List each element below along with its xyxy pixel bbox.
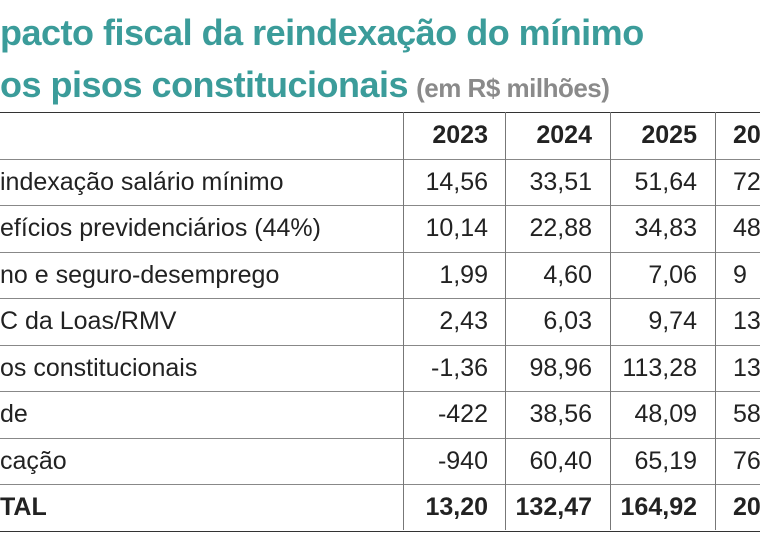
cell-value: 14,56 — [425, 167, 488, 196]
cell-value: 58 — [733, 400, 760, 428]
column-line — [610, 112, 611, 530]
cell-value: 4,60 — [543, 260, 592, 289]
cell-value: 132,47 — [515, 493, 592, 521]
row-label: efícios previdenciários (44%) — [0, 214, 321, 242]
row-line — [0, 205, 760, 206]
cell-value: 98,96 — [529, 353, 592, 382]
cell-value: 22,88 — [529, 214, 592, 242]
cell-value: 51,64 — [634, 167, 697, 196]
cell-value: 60,40 — [529, 446, 592, 475]
column-header: 2024 — [536, 121, 592, 149]
cell-value: -1,36 — [431, 353, 488, 382]
row-line — [0, 530, 760, 532]
cell-value: 76 — [733, 446, 760, 475]
column-line — [505, 112, 506, 530]
cell-value: 34,83 — [634, 214, 697, 242]
row-line — [0, 298, 760, 299]
row-label: indexação salário mínimo — [0, 167, 284, 196]
row-line — [0, 437, 760, 439]
row-label: cação — [0, 446, 67, 475]
cell-value: 38,56 — [529, 400, 592, 428]
row-label: C da Loas/RMV — [0, 307, 177, 335]
cell-value: 13 — [733, 307, 760, 335]
column-line — [715, 112, 716, 530]
cell-value: 13,20 — [425, 493, 488, 521]
cell-value: 9 — [733, 260, 747, 289]
row-line — [0, 158, 760, 160]
cell-value: 113,28 — [622, 353, 697, 382]
column-header: 20 — [733, 121, 760, 149]
title: os pisos constitucionais — [0, 64, 409, 105]
row-label: de — [0, 400, 28, 428]
cell-value: 1,99 — [439, 260, 488, 289]
row-label: os constitucionais — [0, 353, 198, 382]
row-line — [0, 484, 760, 485]
column-line — [403, 112, 404, 530]
cell-value: 13 — [733, 353, 760, 382]
column-header: 2025 — [641, 121, 697, 149]
cell-value: 2,43 — [439, 307, 488, 335]
column-header: 2023 — [432, 121, 488, 149]
cell-value: 48 — [733, 214, 760, 242]
row-label: TAL — [0, 493, 47, 521]
cell-value: 65,19 — [634, 446, 697, 475]
title: os pisos constitucionais (em R$ milhões) — [0, 64, 610, 106]
unit: (em R$ milhões) — [416, 73, 610, 103]
cell-value: -940 — [437, 446, 488, 475]
row-label: no e seguro-desemprego — [0, 260, 280, 289]
cell-value: 7,06 — [648, 260, 697, 289]
cell-value: 9,74 — [648, 307, 697, 335]
row-line — [0, 251, 760, 253]
row-line — [0, 112, 760, 113]
cell-value: 20 — [733, 493, 760, 521]
cell-value: 6,03 — [543, 307, 592, 335]
cell-value: 10,14 — [425, 214, 488, 242]
title: pacto fiscal da reindexação do mínimo — [0, 12, 644, 53]
cell-value: 72 — [733, 167, 760, 196]
cell-value: -422 — [437, 400, 488, 428]
cell-value: 164,92 — [620, 493, 697, 521]
cell-value: 33,51 — [529, 167, 592, 196]
row-line — [0, 391, 760, 392]
row-line — [0, 344, 760, 346]
cell-value: 48,09 — [634, 400, 697, 428]
